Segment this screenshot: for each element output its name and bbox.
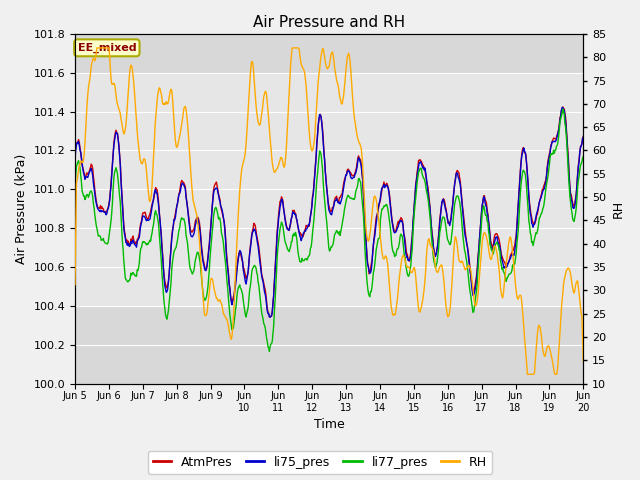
Text: EE_mixed: EE_mixed: [77, 43, 136, 53]
Y-axis label: Air Pressure (kPa): Air Pressure (kPa): [15, 154, 28, 264]
Legend: AtmPres, li75_pres, li77_pres, RH: AtmPres, li75_pres, li77_pres, RH: [148, 451, 492, 474]
Bar: [75, 73, 583, 306]
Bar: [75, 306, 583, 384]
Y-axis label: RH: RH: [612, 200, 625, 218]
X-axis label: Time: Time: [314, 419, 344, 432]
Title: Air Pressure and RH: Air Pressure and RH: [253, 15, 405, 30]
Bar: [75, 34, 583, 73]
